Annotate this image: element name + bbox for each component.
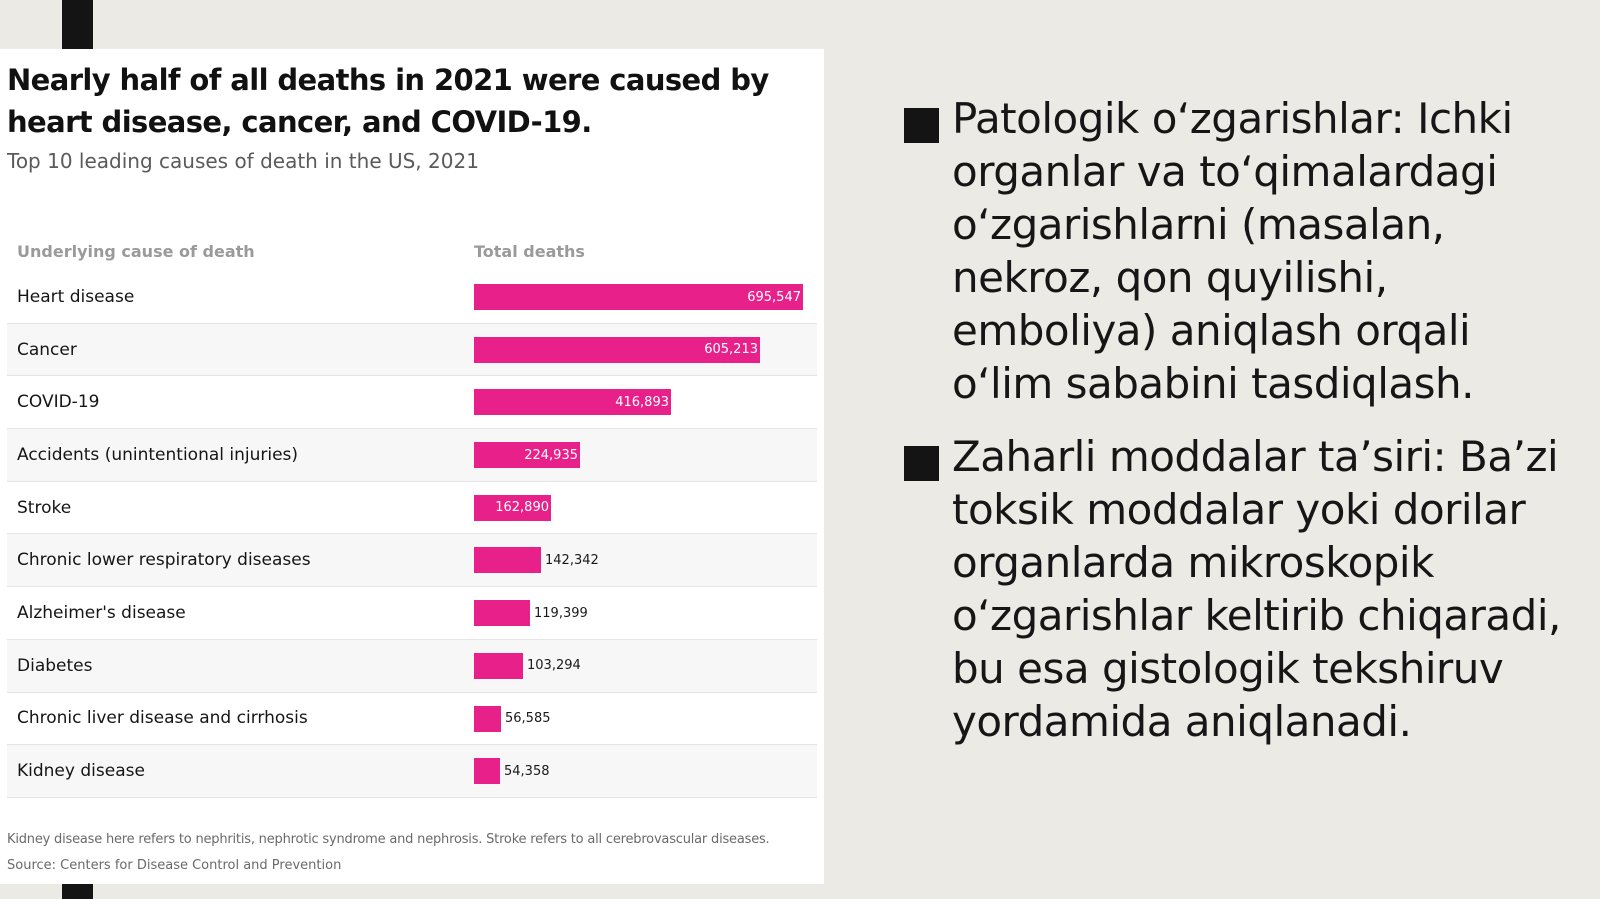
slide-bullets: Patologik o‘zgarishlar: Ichki organlar v…	[904, 92, 1574, 768]
table-row: Accidents (unintentional injuries) 224,93…	[7, 429, 817, 482]
category-label: Chronic lower respiratory diseases	[17, 550, 311, 571]
bar	[474, 442, 580, 469]
category-label: Kidney disease	[17, 761, 145, 782]
table-row: Diabetes 103,294	[7, 639, 817, 693]
value-label: 605,213	[704, 342, 758, 358]
bar	[474, 600, 530, 627]
value-label: 56,585	[505, 711, 551, 726]
category-label: Alzheimer's disease	[17, 602, 186, 623]
category-label: Heart disease	[17, 286, 135, 307]
square-bullet-icon	[904, 108, 939, 143]
bullet-text: Patologik o‘zgarishlar: Ichki organlar v…	[952, 94, 1513, 408]
category-label: Chronic liver disease and cirrhosis	[17, 708, 308, 729]
chart-subtitle: Top 10 leading causes of death in the US…	[7, 149, 479, 173]
value-label: 162,890	[495, 500, 549, 516]
table-row: COVID-19 416,893	[7, 376, 817, 430]
bullet-item: Zaharli moddalar ta’siri: Ba’zi toksik m…	[904, 430, 1574, 748]
square-bullet-icon	[904, 446, 939, 481]
value-label: 54,358	[504, 763, 550, 779]
bar	[474, 336, 760, 363]
decorative-top-bar	[62, 0, 93, 49]
value-label: 142,342	[545, 552, 599, 568]
chart-footnote: Kidney disease here refers to nephritis,…	[7, 832, 770, 847]
value-label: 224,935	[524, 447, 578, 463]
column-header-cause: Underlying cause of death	[17, 242, 255, 261]
bar	[474, 547, 541, 574]
bullet-item: Patologik o‘zgarishlar: Ichki organlar v…	[904, 92, 1574, 410]
chart-rows: Heart disease 695,547 Cancer 605,213 COVID-1…	[7, 271, 817, 798]
table-row: Cancer 605,213	[7, 323, 817, 377]
bar	[474, 389, 671, 416]
category-label: Diabetes	[17, 655, 93, 676]
table-row: Alzheimer's disease 119,399	[7, 587, 817, 640]
table-row: Chronic lower respiratory diseases 142,34…	[7, 534, 817, 588]
category-label: COVID-19	[17, 392, 100, 413]
category-label: Stroke	[17, 497, 72, 518]
column-header-deaths: Total deaths	[474, 242, 585, 261]
value-label: 119,399	[534, 605, 588, 621]
chart-title: Nearly half of all deaths in 2021 were c…	[7, 63, 769, 139]
value-label: 695,547	[747, 289, 801, 305]
table-row: Chronic liver disease and cirrhosis 56,58…	[7, 693, 817, 746]
category-label: Accidents (unintentional injuries)	[17, 444, 299, 465]
table-row: Heart disease 695,547	[7, 271, 817, 324]
table-row: Stroke 162,890	[7, 482, 817, 535]
bullet-text: Zaharli moddalar ta’siri: Ba’zi toksik m…	[952, 432, 1561, 746]
bar	[474, 758, 500, 785]
bar	[474, 284, 803, 310]
chart-card: Nearly half of all deaths in 2021 were c…	[0, 49, 824, 884]
category-label: Cancer	[17, 339, 77, 360]
chart-source: Source: Centers for Disease Control and …	[7, 858, 342, 873]
value-label: 416,893	[615, 394, 669, 410]
value-label: 103,294	[527, 658, 581, 674]
bar	[474, 494, 551, 521]
bar	[474, 652, 523, 679]
bar	[474, 705, 501, 732]
table-row: Kidney disease 54,358	[7, 745, 817, 798]
decorative-bottom-bar	[62, 884, 93, 899]
